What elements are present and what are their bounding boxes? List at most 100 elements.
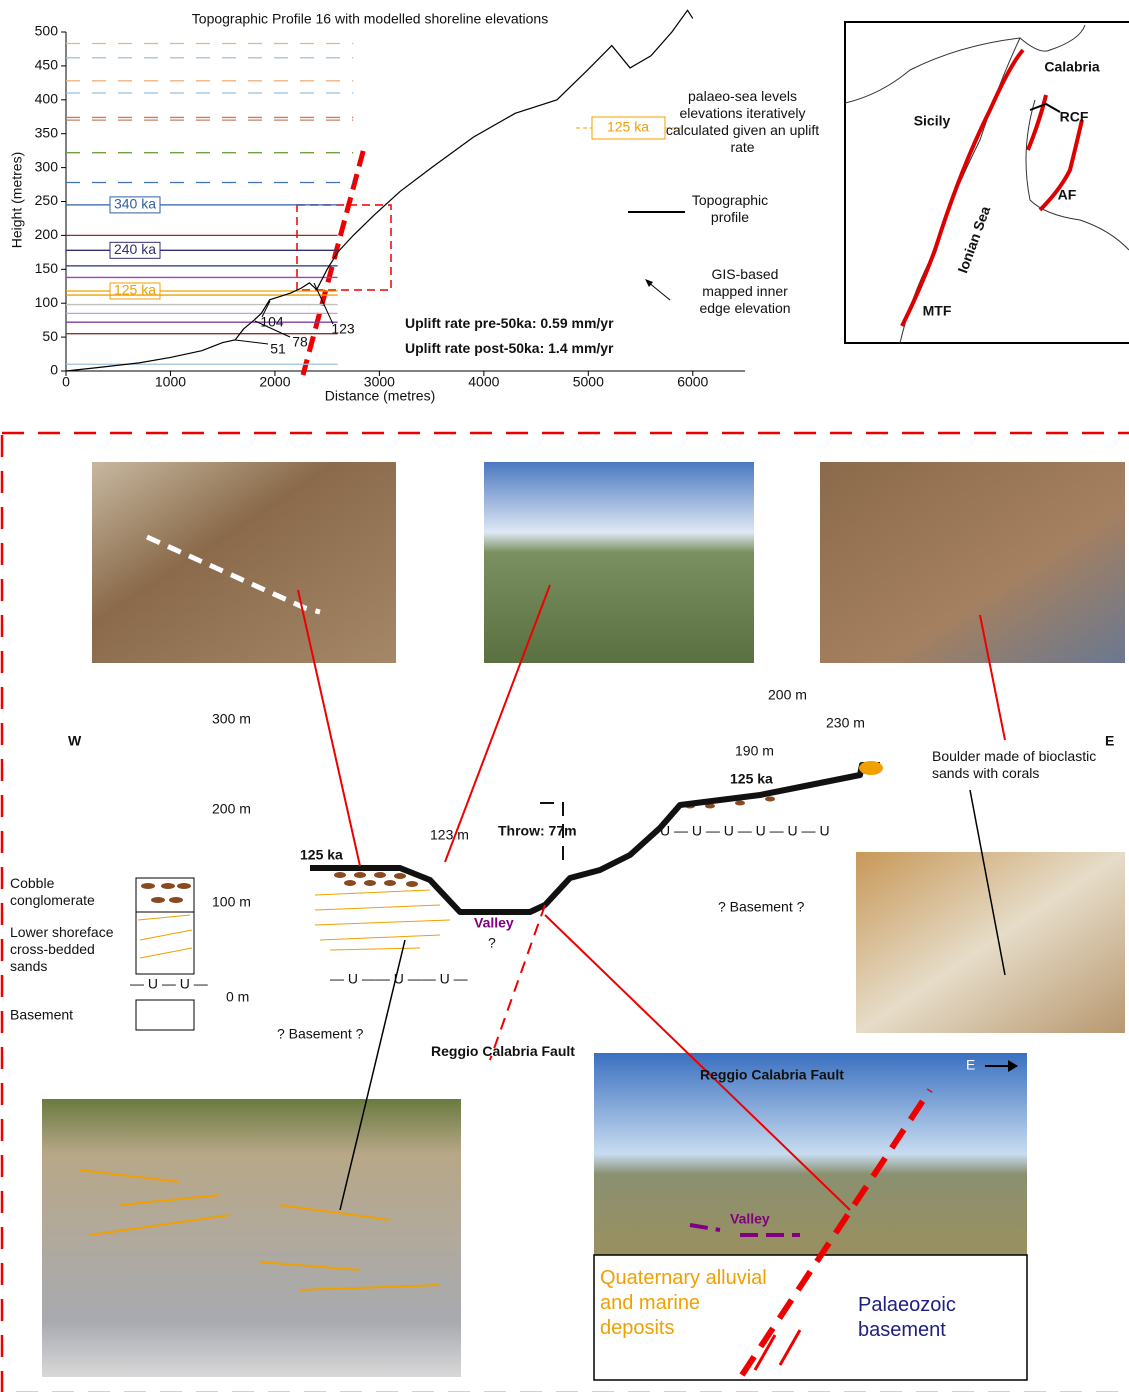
boulder-marker <box>859 761 883 775</box>
profile-line <box>65 9 694 372</box>
fault-tick <box>1029 102 1061 113</box>
terrace-label: 125 ka <box>300 847 343 863</box>
fault-motion <box>753 1329 802 1371</box>
legend-text: palaeo-sea levels elevations iteratively… <box>665 88 820 155</box>
legend-box <box>591 116 666 140</box>
y-tick-label: 500 <box>35 23 59 39</box>
basement-symbols: U — U — U — U — U — U <box>660 823 830 839</box>
legend-box <box>135 999 195 1031</box>
legend-text: GIS-based mapped inner edge elevation <box>699 266 791 316</box>
y-tick-label: 300 <box>35 158 59 174</box>
y-tick-label: 150 <box>35 260 59 276</box>
y-tick-label: 200 <box>35 226 59 242</box>
cobbles <box>141 796 775 903</box>
map-label: AF <box>1058 187 1077 203</box>
height-label: 230 m <box>826 715 865 731</box>
photo-fault <box>594 1053 1027 1255</box>
unit-label: Quaternary alluvial and marine deposits <box>600 1267 767 1339</box>
inner-edge-label: 104 <box>260 314 284 330</box>
photo-terraces <box>484 462 754 663</box>
arrows <box>297 584 1006 1211</box>
panel-frame <box>0 431 1129 1392</box>
y-tick-label: 100 <box>35 294 59 310</box>
x-tick-label: 4000 <box>468 374 499 390</box>
elevation-label: 200 m <box>212 801 251 817</box>
legend-label: Basement <box>10 1007 73 1023</box>
shoreline-label: 125 ka <box>114 282 156 298</box>
fault-line <box>739 1088 933 1377</box>
map-label: RCF <box>1060 109 1089 125</box>
y-tick-label: 350 <box>35 124 59 140</box>
map-label: MTF <box>923 303 952 319</box>
chart-title: Topographic Profile 16 with modelled sho… <box>192 11 548 27</box>
elevation-label: 100 m <box>212 894 251 910</box>
y-tick-label: 450 <box>35 57 59 73</box>
sand-lines <box>137 889 451 959</box>
throw-label: Throw: 77m <box>498 823 577 839</box>
basement-symbols: — U — U — <box>130 976 208 992</box>
x-tick-label: 2000 <box>259 374 290 390</box>
y-axis-label: Height (metres) <box>9 152 25 248</box>
map-label: Calabria <box>1044 59 1099 75</box>
height-label: 123 m <box>430 827 469 843</box>
valley-question: ? <box>488 935 496 951</box>
x-tick-label: 0 <box>62 374 70 390</box>
west-label: W <box>68 733 82 749</box>
zoom-box <box>296 204 392 291</box>
terrace-label: 125 ka <box>730 771 773 787</box>
x-tick-label: 5000 <box>573 374 604 390</box>
basement-symbols: — U —— U —— U — <box>330 971 468 987</box>
photo-boulder <box>820 462 1125 663</box>
shoreline-label-box <box>109 241 161 259</box>
east-label: E <box>1105 733 1114 749</box>
inner-edge-label: 51 <box>270 341 286 357</box>
legend-label: Cobble conglomerate <box>10 875 95 908</box>
inner-edge-arrow <box>234 339 269 345</box>
shoreline-label: 340 ka <box>114 196 156 212</box>
photo-outcrop <box>92 462 396 663</box>
inner-edge-label: 123 <box>331 321 355 337</box>
section-profile <box>310 762 880 915</box>
map-label: Sicily <box>914 113 951 129</box>
basement-label: ? Basement ? <box>718 899 805 915</box>
shoreline-label: 240 ka <box>114 241 156 257</box>
height-label: 190 m <box>735 743 774 759</box>
fault-trace <box>300 147 367 376</box>
unit-label: Palaeozoic basement <box>858 1294 956 1341</box>
arrows <box>339 789 1006 1211</box>
legend-arrowhead <box>645 279 653 287</box>
annotation: Uplift rate post-50ka: 1.4 mm/yr <box>405 340 614 356</box>
valley-marker <box>689 1223 800 1237</box>
direction-arrowhead <box>1008 1060 1018 1072</box>
fault-line <box>489 904 546 1061</box>
x-tick-label: 3000 <box>364 374 395 390</box>
throw-marker <box>535 802 564 860</box>
legend-text: Topographic profile <box>691 192 769 225</box>
mtf-fault <box>900 48 1025 327</box>
annotation: Uplift rate pre-50ka: 0.59 mm/yr <box>405 315 614 331</box>
x-axis-label: Distance (metres) <box>325 388 435 404</box>
y-tick-label: 50 <box>42 328 58 344</box>
y-tick-label: 250 <box>35 192 59 208</box>
shoreline-label-box <box>109 196 161 214</box>
cross-bed-lines <box>79 1169 441 1291</box>
photo-valley: Valley <box>730 1211 770 1227</box>
height-label: 200 m <box>768 687 807 703</box>
map-frame <box>844 21 1129 344</box>
inner-edge-label: 78 <box>292 334 308 350</box>
legend-label: Lower shoreface cross-bedded sands <box>10 924 114 974</box>
inner-edge-arrow <box>254 320 291 338</box>
basement-label: ? Basement ? <box>277 1026 364 1042</box>
elevation-label: 300 m <box>212 711 251 727</box>
inner-edge-arrow <box>313 282 334 325</box>
faults <box>1026 94 1084 212</box>
photo-sands <box>42 1099 461 1377</box>
y-tick-label: 0 <box>50 362 58 378</box>
legend-arrow <box>647 281 671 301</box>
photo-marker <box>145 534 321 615</box>
photo-coral <box>856 852 1125 1033</box>
direction-label: E <box>966 1057 975 1073</box>
legend-sample: 125 ka <box>607 119 649 135</box>
fault-label: Reggio Calabria Fault <box>431 1043 575 1059</box>
